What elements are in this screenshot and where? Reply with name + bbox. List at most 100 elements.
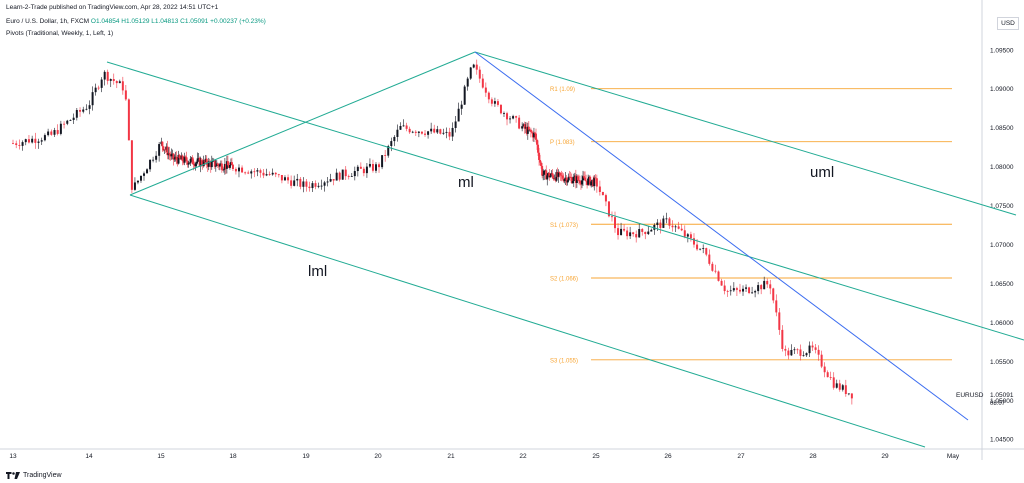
candle-body	[172, 153, 175, 160]
candle-body	[72, 117, 75, 120]
candle-body	[570, 177, 573, 184]
candle-body	[262, 172, 265, 176]
candle-body	[124, 90, 127, 100]
candle-body	[565, 177, 568, 183]
candle-body	[726, 291, 729, 292]
candle-body	[166, 146, 169, 156]
candle-body	[729, 290, 732, 292]
candle-body	[237, 167, 240, 172]
candle-body	[106, 71, 109, 81]
candle-body	[659, 222, 662, 228]
candle-body	[536, 139, 539, 145]
candle-body	[178, 154, 181, 159]
candle-body	[229, 162, 232, 165]
brand-name: TradingView	[23, 471, 62, 479]
candle-body	[194, 163, 197, 167]
x-tick-label: 27	[737, 453, 745, 460]
candle-body	[647, 231, 650, 235]
candle-body	[152, 159, 155, 161]
pivot-label: P (1.083)	[550, 140, 575, 146]
candle-body	[335, 172, 338, 181]
candle-body	[271, 172, 274, 175]
candle-body	[557, 172, 560, 177]
candle-body	[523, 124, 526, 129]
candle-body	[192, 163, 195, 165]
candle-body	[311, 183, 314, 189]
candle-body	[686, 234, 689, 237]
candle-body	[487, 92, 490, 100]
candle-body	[222, 169, 225, 171]
candle-body	[177, 154, 180, 164]
candle-body	[374, 164, 377, 171]
symbol-name: Euro / U.S. Dollar, 1h, FXCM	[6, 18, 90, 25]
candle-body	[781, 329, 784, 349]
candle-body	[185, 157, 188, 162]
candle-body	[21, 142, 24, 146]
candle-body	[555, 172, 558, 181]
currency-selector[interactable]: USD	[997, 17, 1019, 30]
candle-body	[454, 121, 457, 128]
candle-body	[430, 128, 433, 132]
candle-body	[283, 177, 286, 181]
candle-body	[521, 126, 524, 129]
candle-body	[689, 234, 692, 239]
candle-body	[224, 163, 227, 169]
candle-body	[558, 172, 561, 173]
candle-body	[362, 168, 365, 174]
candle-body	[796, 349, 799, 351]
pivot-label: S2 (1.066)	[550, 276, 578, 282]
candle-body	[644, 231, 647, 235]
candle-body	[94, 87, 97, 93]
candle-body	[662, 218, 665, 228]
candle-body	[420, 131, 423, 134]
candle-body	[133, 182, 136, 190]
candle-body	[556, 172, 559, 177]
candle-body	[190, 157, 193, 159]
candle-body	[604, 195, 607, 202]
x-tick-label: 26	[664, 453, 672, 460]
candle-body	[200, 160, 203, 165]
candle-body	[179, 158, 182, 160]
candle-body	[228, 164, 231, 168]
candle-body	[585, 180, 588, 182]
candle-body	[223, 163, 226, 170]
candle-body	[169, 154, 172, 157]
candle-body	[79, 110, 82, 112]
pivots-indicator-label[interactable]: Pivots (Traditional, Weekly, 1, Left, 1)	[6, 30, 114, 37]
candle-body	[668, 218, 671, 226]
ohlc-values: O1.04854 H1.05129 L1.04813 C1.05091 +0.0…	[90, 18, 266, 25]
candle-body	[296, 178, 299, 181]
candle-body	[525, 126, 528, 134]
candle-body	[299, 178, 302, 187]
candle-body	[66, 120, 69, 124]
x-tick-label: 21	[447, 453, 455, 460]
candle-body	[665, 218, 668, 220]
candle-body	[193, 164, 196, 167]
candle-body	[506, 113, 509, 120]
y-tick-label: 1.09000	[990, 86, 1014, 93]
candle-body	[414, 131, 417, 133]
candle-body	[543, 170, 546, 175]
candle-body	[769, 284, 772, 289]
candle-body	[533, 132, 536, 134]
candle-body	[582, 176, 585, 181]
publish-line: Learn-2-Trade published on TradingView.c…	[6, 4, 219, 11]
candle-body	[215, 163, 218, 166]
candle-body	[562, 178, 565, 182]
candle-body	[168, 152, 171, 155]
candle-body	[405, 125, 408, 129]
candle-body	[163, 149, 166, 151]
candle-body	[626, 230, 629, 237]
candle-body	[18, 144, 21, 146]
candle-body	[277, 174, 280, 176]
candle-body	[751, 292, 754, 294]
x-tick-label: 19	[302, 453, 310, 460]
candle-body	[553, 178, 556, 180]
candle-body	[402, 125, 405, 127]
candle-body	[844, 385, 847, 395]
candle-body	[202, 160, 205, 166]
candle-body	[680, 228, 683, 231]
candle-body	[742, 288, 745, 292]
candle-body	[671, 225, 674, 228]
